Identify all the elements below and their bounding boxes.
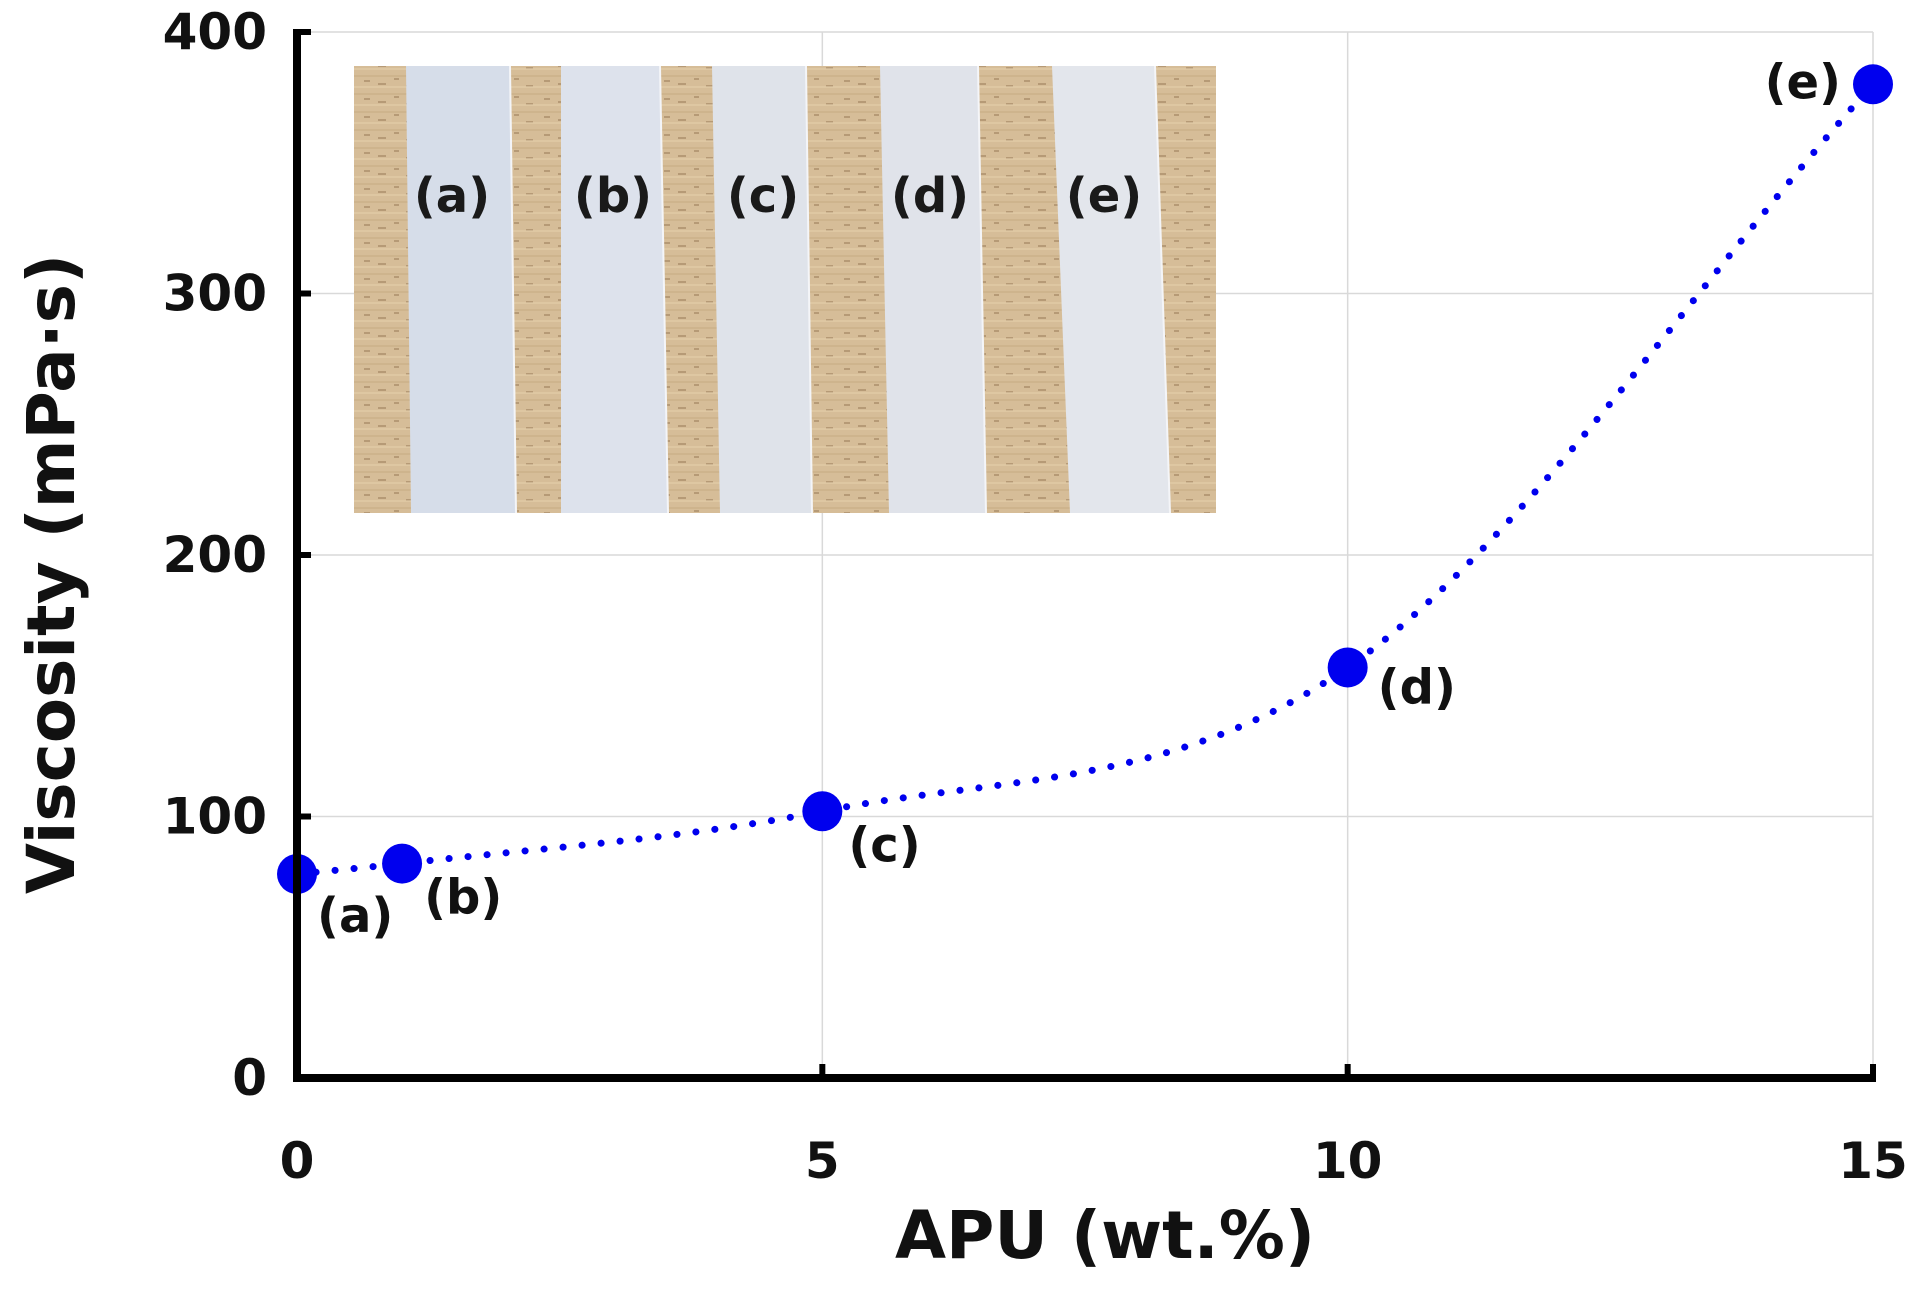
inset-film-edge-0	[509, 65, 517, 514]
y-tick-label-2: 200	[163, 526, 267, 584]
inset-film-edge-1	[659, 65, 669, 514]
inset-film-edge-2	[805, 65, 813, 514]
tick-labels: 0 100 200 300 400 0 5 10 15	[163, 3, 1908, 1190]
point-labels: (a) (b) (c) (d) (e)	[317, 54, 1841, 944]
point-label-2: (c)	[848, 817, 920, 873]
y-tick-label-1: 100	[163, 788, 267, 846]
data-markers	[277, 64, 1893, 895]
data-point-1	[382, 843, 423, 884]
data-point-2	[802, 791, 843, 832]
x-axis-title: APU (wt.%)	[895, 1197, 1315, 1274]
series-line	[293, 80, 1877, 878]
inset-film-edge-4	[1154, 65, 1171, 514]
x-tick-label-0: 0	[280, 1132, 315, 1190]
inset-film-4	[1052, 66, 1170, 513]
x-tick-label-3: 15	[1838, 1132, 1908, 1190]
data-line	[293, 80, 1877, 878]
inset-label-3: (d)	[891, 168, 969, 224]
inset-film-3	[880, 66, 986, 513]
photo-inset: (a) (b) (c) (d) (e)	[354, 65, 1216, 514]
data-point-4	[1853, 64, 1893, 105]
y-tick-label-3: 300	[163, 265, 267, 323]
inset-film-0	[406, 66, 516, 513]
point-label-3: (d)	[1378, 659, 1456, 715]
data-point-3	[1327, 647, 1368, 688]
point-label-4: (e)	[1765, 54, 1841, 110]
point-label-1: (b)	[424, 870, 502, 926]
inset-film-edge-3	[977, 65, 987, 514]
inset-label-2: (c)	[727, 168, 799, 224]
y-tick-label-4: 400	[163, 3, 267, 61]
inset-label-4: (e)	[1066, 168, 1142, 224]
x-tick-label-2: 10	[1313, 1132, 1383, 1190]
inset-film-1	[561, 66, 668, 513]
y-axis-title: Viscosity (mPa·s)	[13, 254, 90, 894]
inset-film-2	[712, 66, 812, 513]
axes	[293, 29, 1876, 1082]
y-tick-label-0: 0	[232, 1049, 267, 1107]
inset-label-0: (a)	[414, 168, 490, 224]
x-tick-label-1: 5	[805, 1132, 840, 1190]
inset-label-1: (b)	[574, 168, 652, 224]
point-label-0: (a)	[317, 888, 393, 944]
